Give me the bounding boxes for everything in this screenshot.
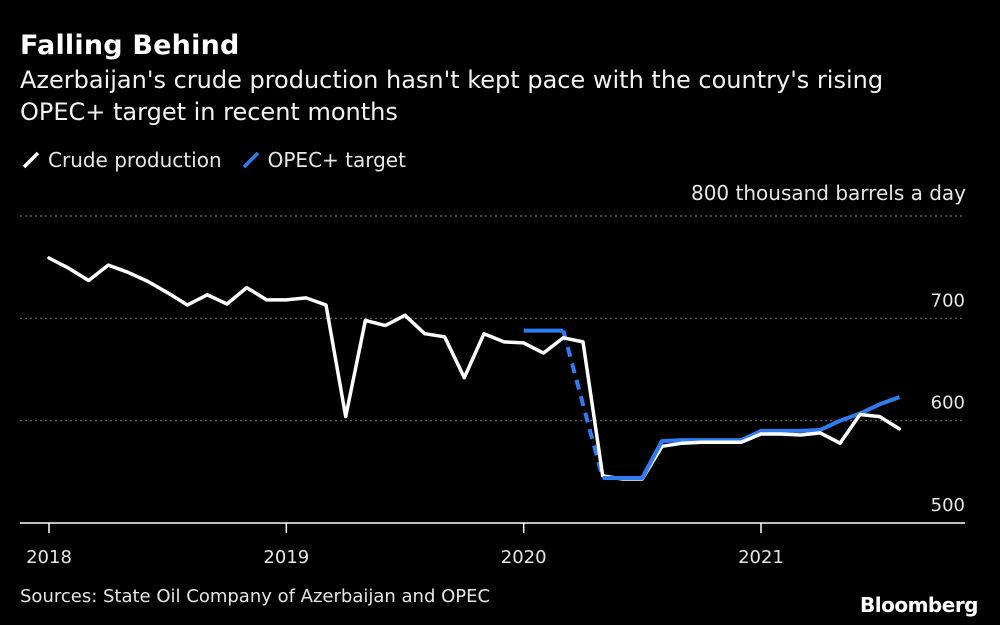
- legend: Crude production OPEC+ target: [20, 148, 424, 172]
- series-line-opec-target-overlay: [602, 440, 664, 480]
- y-tick-label-700: 700: [931, 290, 965, 311]
- x-axis: 2018 2019 2020 2021: [20, 522, 965, 568]
- series-line-crude-production: [47, 256, 902, 481]
- bloomberg-logo: Bloomberg: [860, 593, 978, 617]
- chart-subtitle: Azerbaijan's crude production hasn't kep…: [20, 66, 884, 126]
- y-axis-units-label: 800 thousand barrels a day: [690, 181, 966, 205]
- y-tick-label-600: 600: [931, 393, 965, 414]
- legend-label-crude: Crude production: [48, 148, 222, 172]
- x-tick-label-2019: 2019: [263, 547, 309, 568]
- legend-swatch-crude-icon: [20, 149, 42, 171]
- legend-item-crude: Crude production: [20, 148, 222, 172]
- legend-label-target: OPEC+ target: [267, 148, 406, 172]
- x-tick-label-2021: 2021: [738, 547, 784, 568]
- x-tick-label-2020: 2020: [501, 547, 547, 568]
- series-lines: [47, 256, 902, 481]
- x-tick-label-2018: 2018: [26, 547, 72, 568]
- legend-swatch-target-icon: [240, 149, 262, 171]
- series-line-opec-target-solid-2: [602, 395, 901, 480]
- series-line-opec-target-dashed-1: [561, 330, 605, 479]
- gridlines: [20, 215, 965, 422]
- source-note: Sources: State Oil Company of Azerbaijan…: [20, 586, 491, 607]
- y-tick-labels: 700 600 500: [931, 290, 965, 516]
- legend-item-target: OPEC+ target: [240, 148, 406, 172]
- chart-title: Falling Behind: [20, 30, 240, 61]
- y-tick-label-500: 500: [931, 495, 965, 516]
